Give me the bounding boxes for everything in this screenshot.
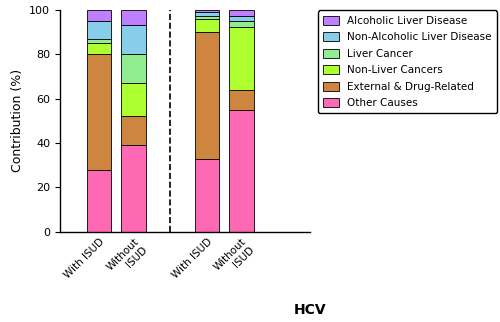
Bar bbox=[195, 19, 220, 32]
Bar bbox=[229, 27, 254, 90]
Bar bbox=[87, 39, 112, 43]
Bar bbox=[87, 21, 112, 39]
Bar bbox=[122, 83, 146, 116]
Bar bbox=[229, 21, 254, 27]
Bar bbox=[229, 16, 254, 21]
Bar bbox=[87, 170, 112, 232]
Bar bbox=[195, 16, 220, 19]
Bar bbox=[229, 90, 254, 110]
Bar bbox=[195, 158, 220, 232]
Bar bbox=[195, 10, 220, 12]
Y-axis label: Contribution (%): Contribution (%) bbox=[10, 69, 24, 172]
Bar bbox=[122, 25, 146, 54]
Bar bbox=[122, 54, 146, 83]
Bar bbox=[229, 110, 254, 232]
Bar bbox=[195, 32, 220, 158]
Bar bbox=[87, 54, 112, 170]
Text: HCV: HCV bbox=[294, 303, 326, 317]
Bar bbox=[195, 12, 220, 16]
Bar bbox=[122, 10, 146, 25]
Bar bbox=[122, 145, 146, 232]
Legend: Alcoholic Liver Disease, Non-Alcoholic Liver Disease, Liver Cancer, Non-Liver Ca: Alcoholic Liver Disease, Non-Alcoholic L… bbox=[318, 10, 496, 113]
Bar bbox=[87, 10, 112, 21]
Bar bbox=[122, 116, 146, 145]
Bar bbox=[87, 43, 112, 54]
Bar bbox=[229, 10, 254, 16]
